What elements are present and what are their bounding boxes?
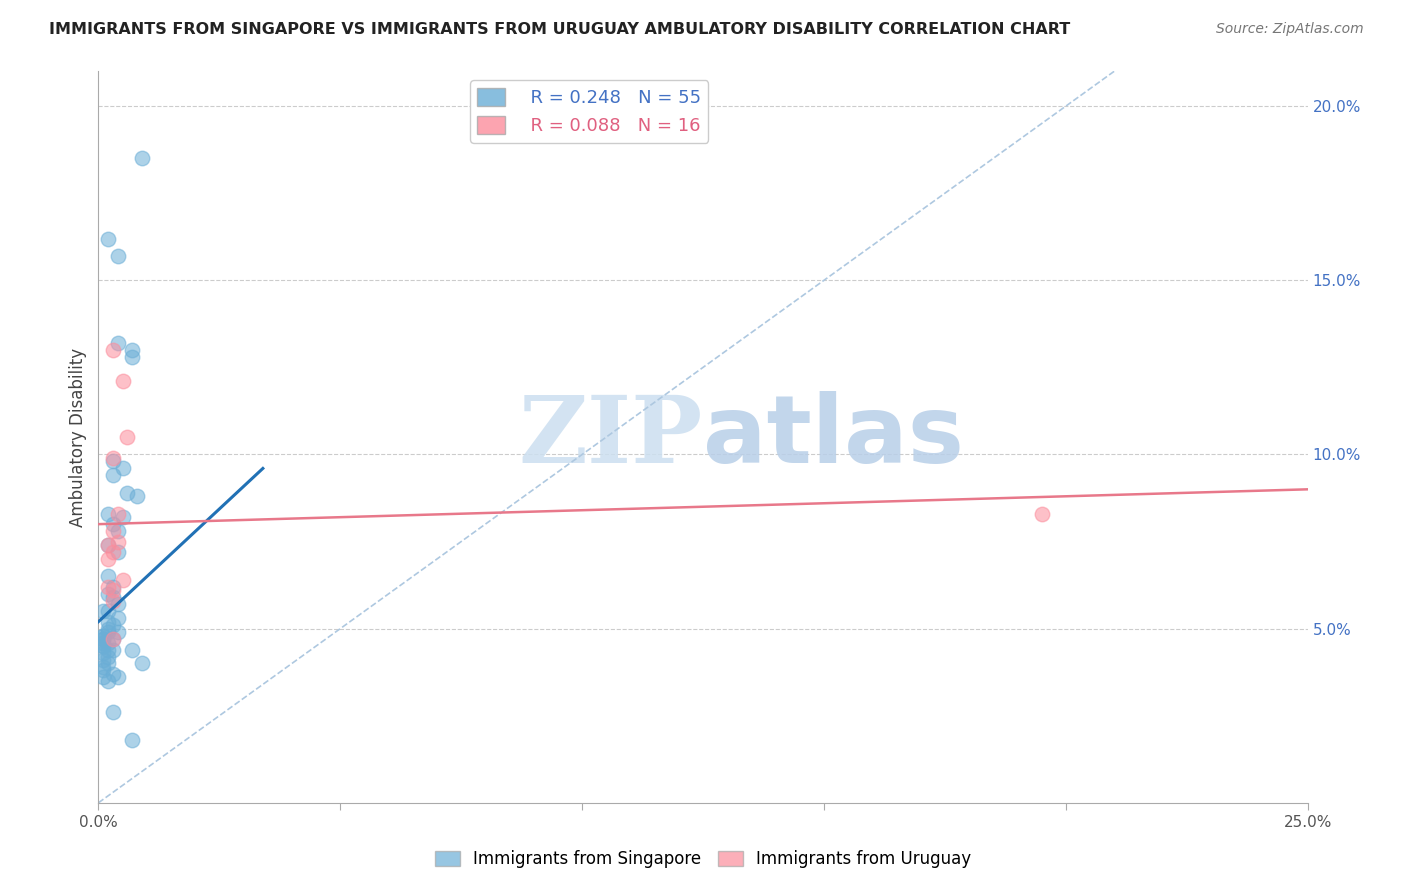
Point xyxy=(97,615,120,629)
Point xyxy=(101,517,124,532)
Point xyxy=(101,450,124,465)
Point xyxy=(97,673,120,688)
Point xyxy=(101,524,124,538)
Point xyxy=(1031,507,1053,521)
Y-axis label: Ambulatory Disability: Ambulatory Disability xyxy=(69,348,87,526)
Point xyxy=(107,507,129,521)
Point xyxy=(97,552,120,566)
Point xyxy=(91,653,114,667)
Point xyxy=(107,524,129,538)
Point xyxy=(121,343,143,357)
Point xyxy=(101,591,124,605)
Point xyxy=(97,538,120,552)
Point xyxy=(101,705,124,719)
Point xyxy=(97,657,120,671)
Point xyxy=(91,646,114,660)
Point xyxy=(97,580,120,594)
Point xyxy=(117,485,139,500)
Point xyxy=(91,632,114,646)
Point xyxy=(121,642,143,657)
Point xyxy=(91,639,114,653)
Point xyxy=(101,632,124,646)
Point xyxy=(101,594,124,608)
Point xyxy=(121,733,143,747)
Point xyxy=(111,573,134,587)
Point xyxy=(111,510,134,524)
Text: ZIP: ZIP xyxy=(519,392,703,482)
Point xyxy=(91,629,114,643)
Legend: Immigrants from Singapore, Immigrants from Uruguay: Immigrants from Singapore, Immigrants fr… xyxy=(427,844,979,875)
Point xyxy=(97,231,120,245)
Point xyxy=(107,611,129,625)
Point xyxy=(91,664,114,678)
Point xyxy=(97,635,120,649)
Point xyxy=(101,642,124,657)
Point xyxy=(97,538,120,552)
Point xyxy=(107,670,129,684)
Legend:   R = 0.248   N = 55,   R = 0.088   N = 16: R = 0.248 N = 55, R = 0.088 N = 16 xyxy=(470,80,709,143)
Point xyxy=(101,343,124,357)
Point xyxy=(101,632,124,646)
Point xyxy=(101,468,124,483)
Point xyxy=(131,152,153,166)
Point xyxy=(97,622,120,636)
Point xyxy=(91,660,114,674)
Point xyxy=(111,461,134,475)
Point xyxy=(97,587,120,601)
Point xyxy=(107,625,129,640)
Point xyxy=(107,597,129,611)
Point xyxy=(91,629,114,643)
Point xyxy=(111,375,134,389)
Point xyxy=(107,534,129,549)
Text: atlas: atlas xyxy=(703,391,965,483)
Point xyxy=(97,642,120,657)
Point xyxy=(97,569,120,583)
Point xyxy=(91,639,114,653)
Point xyxy=(101,667,124,681)
Text: IMMIGRANTS FROM SINGAPORE VS IMMIGRANTS FROM URUGUAY AMBULATORY DISABILITY CORRE: IMMIGRANTS FROM SINGAPORE VS IMMIGRANTS … xyxy=(49,22,1070,37)
Point xyxy=(107,336,129,351)
Point xyxy=(101,583,124,598)
Point xyxy=(107,545,129,559)
Point xyxy=(91,670,114,684)
Point xyxy=(97,507,120,521)
Point xyxy=(91,632,114,646)
Point xyxy=(127,489,149,503)
Point xyxy=(121,350,143,364)
Point xyxy=(91,635,114,649)
Point xyxy=(97,625,120,640)
Text: Source: ZipAtlas.com: Source: ZipAtlas.com xyxy=(1216,22,1364,37)
Point xyxy=(131,657,153,671)
Point xyxy=(117,430,139,444)
Point xyxy=(101,580,124,594)
Point xyxy=(107,249,129,263)
Point xyxy=(97,604,120,618)
Point xyxy=(91,604,114,618)
Point xyxy=(97,649,120,664)
Point xyxy=(101,545,124,559)
Point xyxy=(101,618,124,632)
Point xyxy=(101,454,124,468)
